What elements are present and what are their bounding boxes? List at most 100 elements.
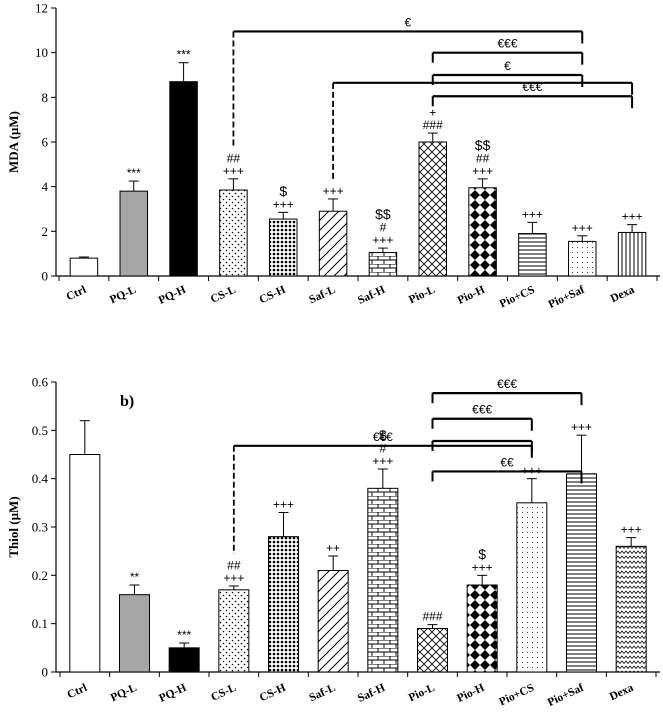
y-tick-label: 8 <box>42 90 49 105</box>
significance-label: ### <box>423 118 443 132</box>
significance-label: ## <box>476 151 490 165</box>
significance-label: +++ <box>223 164 244 178</box>
x-tick-label: PQ-H <box>157 284 188 307</box>
y-tick-label: 6 <box>42 135 49 150</box>
significance-label: +++ <box>571 420 592 434</box>
bar-pio-h <box>468 187 497 277</box>
bar-pq-h <box>168 647 200 673</box>
significance-label: +++ <box>273 498 294 512</box>
bar-pio-h <box>466 584 498 673</box>
bar-pio-cs <box>516 502 548 673</box>
x-tick-label: Ctrl <box>66 682 90 702</box>
significance-label: # <box>380 221 387 235</box>
x-tick-label: Pio-L <box>407 682 437 705</box>
bar-pio-l <box>417 628 448 673</box>
y-tick-label: 0.1 <box>32 616 48 631</box>
significance-label: +++ <box>522 207 543 221</box>
bar-saf-h <box>367 487 399 673</box>
bar-dexa <box>615 545 647 673</box>
x-tick-label: PQ-H <box>157 682 188 705</box>
significance-label: +++ <box>621 523 642 537</box>
y-axis-label: Thiol (µM) <box>6 496 21 557</box>
panel-1: 0 2 4 6 8 10 12 MDA (µM) Ctrl PQ-L *** PQ-H *** CS-L +… <box>6 1 660 311</box>
significance-label: +++ <box>372 233 393 247</box>
y-tick-label: 2 <box>42 224 49 239</box>
x-tick-label: PQ-L <box>108 284 138 307</box>
bar-pq-h <box>169 81 198 277</box>
significance-label: +++ <box>572 221 593 235</box>
bar-pio-cs <box>518 233 547 277</box>
bar-pq-l <box>119 190 148 277</box>
x-tick-label: CS-L <box>209 682 238 704</box>
x-tick-label: Pio+CS <box>498 284 537 311</box>
bar-pio-saf <box>568 240 597 277</box>
x-tick-label: Pio+CS <box>497 682 536 709</box>
x-tick-label: Ctrl <box>65 284 89 304</box>
y-tick-label: 0 <box>42 665 49 680</box>
bar-pq-l <box>119 594 150 673</box>
x-tick-label: Dexa <box>608 682 636 704</box>
bar-cs-l <box>219 189 248 277</box>
x-tick-label: CS-H <box>258 284 288 307</box>
x-tick-label: Pio-L <box>407 284 437 307</box>
bar-saf-h <box>368 252 398 277</box>
y-axis-label: MDA (µM) <box>6 111 21 173</box>
x-tick-label: Saf-L <box>307 284 337 307</box>
chart-layer: 0 2 4 6 8 10 12 MDA (µM) Ctrl PQ-L *** PQ-H *** CS-L +… <box>6 1 660 709</box>
significance-label: +++ <box>472 560 493 574</box>
significance-label: ## <box>227 151 241 165</box>
y-tick-label: 0.3 <box>32 520 48 535</box>
x-tick-label: CS-H <box>258 682 288 705</box>
significance-label: *** <box>177 48 191 62</box>
comparison-label: € <box>404 15 411 29</box>
significance-label: +++ <box>273 197 294 211</box>
significance-label: $$ <box>375 206 391 222</box>
y-tick-label: 4 <box>42 179 49 194</box>
bar-ctrl <box>69 257 99 277</box>
bar-saf-l <box>317 570 349 673</box>
x-tick-label: Saf-H <box>356 284 387 307</box>
x-tick-label: Pio-H <box>455 682 486 705</box>
significance-label: $ <box>279 183 287 199</box>
significance-label: # <box>379 442 386 456</box>
bar-cs-h <box>269 218 298 277</box>
comparison-label: €€€ <box>522 80 542 94</box>
bar-ctrl <box>69 454 101 673</box>
comparison-label: €€€ <box>472 403 492 417</box>
panel-label: b) <box>120 393 134 410</box>
x-tick-label: Pio+Saf <box>547 284 587 311</box>
significance-label: + <box>429 106 436 120</box>
y-tick-label: 12 <box>35 1 48 16</box>
comparison-label: €€€ <box>497 377 517 391</box>
x-tick-label: Pio+Saf <box>546 682 586 709</box>
significance-label: *** <box>177 628 191 642</box>
x-tick-label: PQ-L <box>109 682 139 705</box>
significance-label: ** <box>130 570 140 584</box>
significance-label: +++ <box>622 210 643 224</box>
y-tick-label: 0.6 <box>32 375 49 390</box>
significance-label: ++ <box>326 541 340 555</box>
x-tick-label: Saf-H <box>356 682 387 705</box>
comparison-label: €€€ <box>373 430 393 444</box>
bar-pio-saf <box>566 473 597 673</box>
y-tick-label: 10 <box>35 45 48 60</box>
y-tick-label: 0.2 <box>32 568 48 583</box>
significance-label: +++ <box>223 571 244 585</box>
significance-label: $ <box>379 427 387 443</box>
y-tick-label: 0 <box>42 269 49 284</box>
x-tick-label: Dexa <box>609 284 637 306</box>
panel-2: 0 0.1 0.2 0.3 0.4 0.5 0.6 Thiol (µM) b) Ctrl PQ-L *… <box>6 375 660 709</box>
bar-dexa <box>617 231 647 277</box>
y-tick-label: 0.4 <box>32 471 49 486</box>
bar-pio-l <box>418 141 447 277</box>
x-tick-label: Saf-L <box>307 682 337 705</box>
bar-cs-l <box>218 589 250 673</box>
significance-label: +++ <box>372 454 393 468</box>
significance-label: +++ <box>323 184 344 198</box>
significance-label: $ <box>478 546 486 562</box>
significance-label: ## <box>227 558 241 572</box>
significance-label: ### <box>422 610 442 624</box>
y-tick-label: 0.5 <box>32 423 48 438</box>
bar-saf-l <box>318 210 348 277</box>
